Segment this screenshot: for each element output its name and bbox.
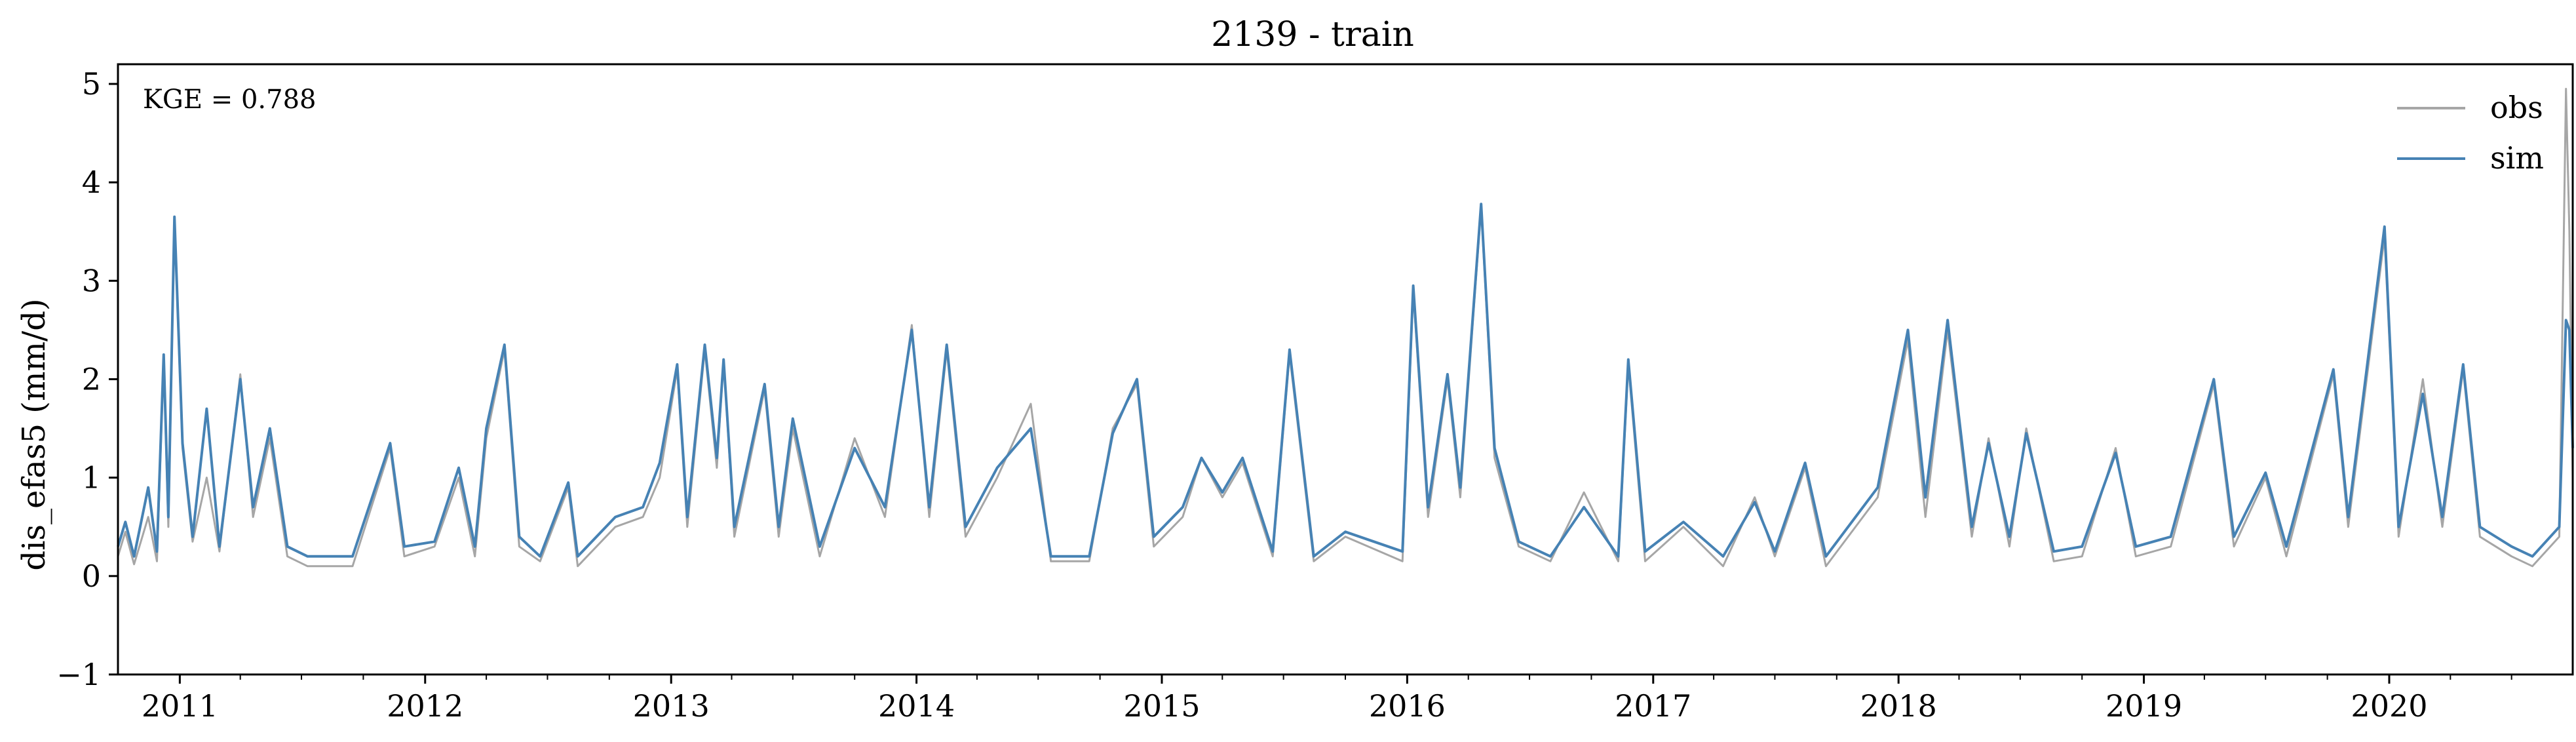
y-axis-ticks: −1 0 1 2 3 4 5 <box>56 66 118 692</box>
x-tick-label: 2017 <box>1615 688 1691 724</box>
y-tick-label: 3 <box>82 263 101 298</box>
x-tick-label: 2011 <box>142 688 218 724</box>
series-line-sim <box>117 203 2574 558</box>
y-tick-label: 4 <box>82 165 101 200</box>
legend-sim-label: sim <box>2490 140 2544 176</box>
x-tick-label: 2016 <box>1369 688 1446 724</box>
x-tick-label: 2014 <box>878 688 955 724</box>
x-tick-label: 2012 <box>387 688 463 724</box>
y-tick-label: 5 <box>82 66 101 102</box>
x-axis-ticks: 2011 2012 2013 2014 2015 2016 2017 2018 2019 2020 <box>142 674 2512 724</box>
x-tick-label: 2020 <box>2351 688 2427 724</box>
y-tick-label: 2 <box>82 362 101 397</box>
y-tick-label: −1 <box>56 657 101 692</box>
legend: obs sim <box>2397 90 2544 176</box>
x-tick-label: 2015 <box>1123 688 1200 724</box>
series-layer <box>117 88 2574 568</box>
kge-annotation: KGE = 0.788 <box>143 85 317 115</box>
chart-title: 2139 - train <box>1211 15 1414 54</box>
y-tick-label: 0 <box>82 558 101 594</box>
x-tick-label: 2019 <box>2105 688 2182 724</box>
legend-obs-label: obs <box>2490 90 2543 125</box>
x-tick-label: 2018 <box>1860 688 1937 724</box>
y-tick-label: 1 <box>82 460 101 496</box>
y-axis-label: dis_efas5 (mm/d) <box>16 298 52 570</box>
x-tick-label: 2013 <box>633 688 710 724</box>
